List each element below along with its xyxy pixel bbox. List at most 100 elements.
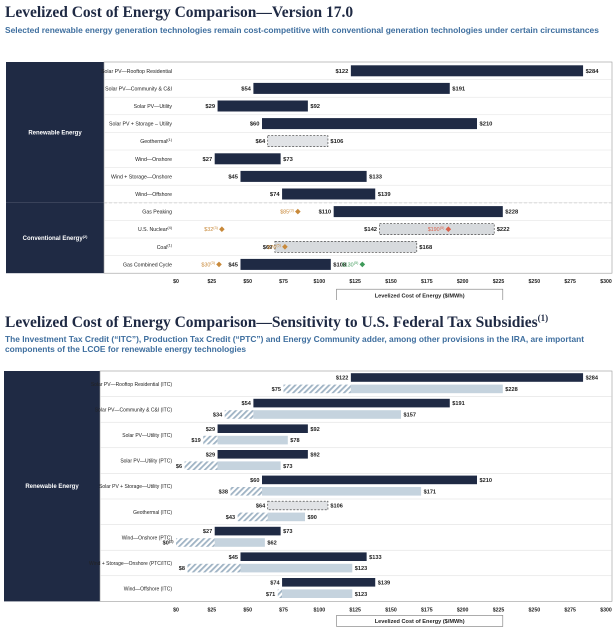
- row-label: Solar PV—Rooftop Residential: [101, 69, 172, 75]
- high-value-label: $106: [330, 139, 344, 145]
- unsubsidized-bar: [253, 398, 450, 408]
- marker-label: $30(3): [201, 261, 215, 268]
- unsubsidized-low-label: $54: [242, 401, 252, 407]
- x-tick-label: $175: [421, 607, 433, 613]
- x-axis-label-box: [336, 288, 504, 300]
- x-tick-label: $50: [243, 279, 252, 285]
- marker-label: $76(5): [267, 244, 281, 251]
- x-tick-label: $100: [314, 279, 326, 285]
- unsubsidized-low-label: $64: [256, 504, 266, 510]
- group-label-0: Renewable Energy: [28, 130, 82, 136]
- x-tick-label: $275: [564, 279, 576, 285]
- x-tick-label: $25: [208, 279, 217, 285]
- row-label: Solar PV—Community & C&I (ITC): [95, 407, 173, 413]
- x-tick-label: $100: [314, 607, 326, 613]
- row-label: Wind—Offshore: [135, 192, 172, 198]
- subsidized-low-label: $71: [266, 592, 275, 598]
- x-tick-label: $225: [493, 279, 505, 285]
- row-label: Solar PV—Utility (PTC): [120, 459, 172, 465]
- range-bar-dashed: [274, 241, 418, 253]
- high-value-label: $73: [283, 157, 293, 163]
- row-label: Solar PV + Storage—Utility (ITC): [99, 484, 172, 490]
- chart2-frame: [99, 370, 613, 602]
- subsidized-high-label: $157: [404, 413, 416, 419]
- subsidized-bar: [282, 589, 353, 598]
- unsubsidized-bar: [217, 450, 308, 459]
- unsubsidized-high-label: $139: [378, 580, 390, 586]
- range-bar: [253, 82, 450, 94]
- unsubsidized-low-label: $60: [250, 478, 259, 484]
- chart1-title: Levelized Cost of Energy Comparison—Vers…: [5, 4, 354, 21]
- subsidy-hatch-bar: [203, 435, 218, 445]
- row-label: Gas Combined Cycle: [123, 262, 172, 268]
- x-tick-label: $75: [279, 607, 288, 613]
- unsubsidized-low-label: $27: [203, 529, 212, 535]
- row-label: U.S. Nuclear(4): [138, 226, 173, 233]
- subsidy-hatch-bar: [187, 563, 241, 573]
- range-bar: [350, 65, 584, 77]
- subsidized-bar: [240, 563, 353, 573]
- subsidized-low-label: $75: [272, 387, 281, 393]
- row-label: Solar PV + Storage – Utility: [109, 122, 172, 128]
- unsubsidized-bar: [350, 373, 584, 382]
- group-panel-1: [6, 202, 104, 274]
- subsidized-bar: [350, 384, 503, 394]
- low-value-label: $64: [256, 139, 266, 145]
- row-label: Wind—Offshore (ITC): [124, 587, 173, 593]
- row-label: Wind + Storage—Onshore (PTC/ITC): [89, 561, 172, 567]
- unsubsidized-high-label: $92: [310, 427, 319, 433]
- subsidized-low-label: $43: [226, 515, 235, 521]
- subsidy-hatch-bar: [176, 538, 215, 547]
- row-label-sup: (1): [167, 138, 172, 142]
- group-label: Renewable Energy: [25, 484, 79, 490]
- low-value-label: $142: [364, 227, 377, 233]
- chart2-subtitle: The Investment Tax Credit (“ITC”), Produ…: [5, 334, 585, 354]
- marker-label-sup: (3): [210, 261, 215, 265]
- row-label-sup: (4): [167, 226, 172, 230]
- marker-label: $85(3): [280, 208, 294, 215]
- subsidized-low-label-sup: (2): [169, 539, 174, 543]
- subsidized-bar: [253, 410, 402, 419]
- range-bar: [217, 100, 308, 112]
- x-tick-label: $75: [279, 279, 288, 285]
- x-tick-label: $200: [457, 279, 469, 285]
- x-tick-label: $150: [385, 607, 397, 613]
- range-bar: [282, 188, 376, 200]
- subsidized-bar: [262, 487, 422, 496]
- high-value-label: $133: [369, 174, 383, 180]
- marker-label-sup: (3): [289, 208, 294, 212]
- subsidized-high-label: $78: [290, 438, 299, 444]
- x-tick-label: $50: [243, 607, 252, 613]
- unsubsidized-high-label: $284: [586, 376, 599, 382]
- unsubsidized-high-label: $73: [283, 529, 292, 535]
- subsidized-bar: [214, 538, 265, 547]
- high-value-label: $108: [333, 262, 347, 268]
- subsidized-bar: [217, 461, 281, 470]
- row-label: Wind + Storage—Onshore: [111, 174, 172, 180]
- low-value-label: $29: [205, 104, 215, 110]
- range-bar: [240, 170, 367, 182]
- marker-diamond: [219, 226, 225, 232]
- row-label: Solar PV—Rooftop Residential (ITC): [91, 382, 172, 388]
- low-value-label: $74: [270, 192, 280, 198]
- subsidized-bar: [267, 512, 305, 522]
- marker-diamond: [295, 208, 301, 215]
- marker-diamond: [216, 261, 222, 268]
- range-bar: [333, 206, 503, 218]
- subsidized-low-label: $6: [176, 464, 182, 470]
- group-label-1-sup: (2): [83, 235, 88, 239]
- chart2-title-footnote: (1): [537, 313, 549, 323]
- subsidized-low-label: $0(2): [163, 539, 175, 546]
- unsubsidized-low-label: $74: [270, 580, 280, 586]
- group-panel: [4, 371, 100, 602]
- subsidized-low-label: $8: [179, 566, 185, 572]
- low-value-label: $60: [250, 122, 260, 128]
- x-tick-label: $225: [493, 607, 505, 613]
- unsubsidized-bar: [240, 552, 367, 561]
- marker-label-sup: (5): [440, 226, 445, 230]
- low-value-label: $45: [228, 262, 238, 268]
- unsubsidized-bar: [262, 475, 477, 485]
- unsubsidized-low-label: $122: [336, 376, 348, 382]
- unsubsidized-high-label: $92: [310, 452, 319, 458]
- marker-label-sup: (5): [276, 244, 281, 248]
